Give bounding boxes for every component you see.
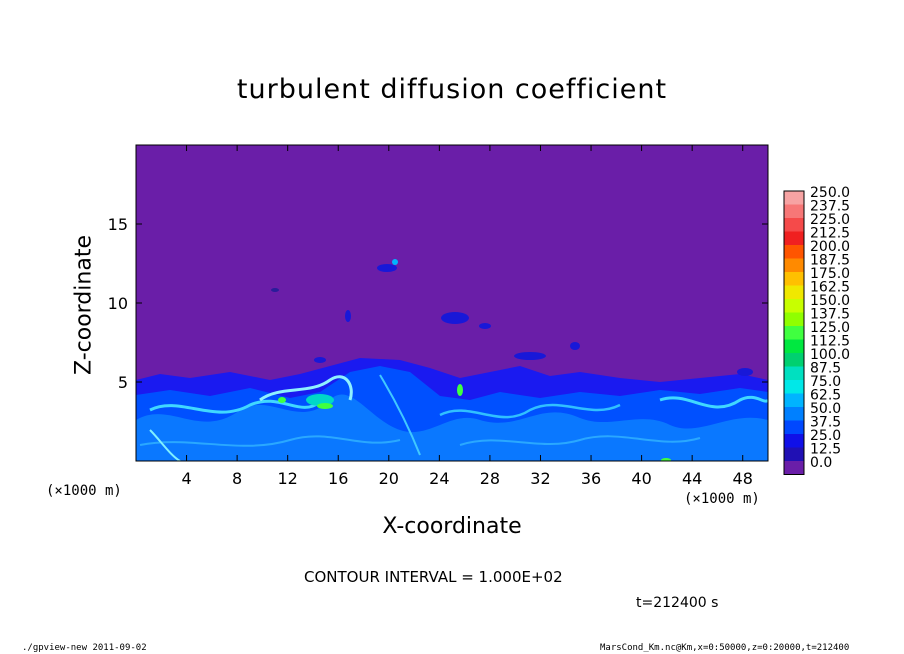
x-tick-label: 24 <box>429 469 449 488</box>
colorbar-label: 125.0 <box>810 320 850 336</box>
colorbar-swatch <box>784 299 804 313</box>
x-tick-label: 40 <box>631 469 651 488</box>
colorbar-label: 150.0 <box>810 293 850 309</box>
colorbar-swatch <box>784 218 804 232</box>
colorbar-label: 37.5 <box>810 415 841 431</box>
colorbar-swatch <box>784 312 804 326</box>
x-tick-label: 48 <box>733 469 753 488</box>
turbulent-field <box>136 259 768 461</box>
x-unit-label-left: (×1000 m) <box>46 483 122 499</box>
colorbar-label: 0.0 <box>810 455 832 471</box>
colorbar-label: 25.0 <box>810 428 841 444</box>
x-axis-ticks: 4 8 12 16 20 24 28 32 36 40 44 48 <box>181 145 753 488</box>
x-tick-label: 36 <box>581 469 601 488</box>
colorbar-swatch <box>784 231 804 245</box>
colorbar-swatch <box>784 353 804 367</box>
colorbar-swatch <box>784 461 804 475</box>
time-label: t=212400 s <box>636 595 719 611</box>
colorbar-swatch <box>784 326 804 340</box>
colorbar-swatch <box>784 258 804 272</box>
colorbar-label: 137.5 <box>810 307 850 323</box>
colorbar-label: 200.0 <box>810 239 850 255</box>
colorbar-label: 100.0 <box>810 347 850 363</box>
colorbar-label: 175.0 <box>810 266 850 282</box>
footer-left-text: ./gpview-new 2011-09-02 <box>22 643 147 653</box>
chart-title: turbulent diffusion coefficient <box>236 74 668 105</box>
colorbar-label: 250.0 <box>810 185 850 201</box>
x-axis-label: X-coordinate <box>382 514 522 539</box>
colorbar-label: 87.5 <box>810 361 841 377</box>
x-tick-label: 44 <box>682 469 702 488</box>
x-tick-label: 12 <box>278 469 298 488</box>
colorbar-swatch <box>784 245 804 259</box>
colorbar-label: 187.5 <box>810 253 850 269</box>
colorbar-swatch <box>784 191 804 205</box>
footer-right-text: MarsCond_Km.nc@Km,x=0:50000,z=0:20000,t=… <box>600 643 850 653</box>
colorbar-label: 225.0 <box>810 212 850 228</box>
colorbar-label: 75.0 <box>810 374 841 390</box>
colorbar-swatch <box>784 285 804 299</box>
colorbar-swatch <box>784 272 804 286</box>
y-axis-ticks: 5 10 15 <box>108 215 768 392</box>
y-tick-label: 10 <box>108 294 128 313</box>
colorbar-label: 62.5 <box>810 388 841 404</box>
x-tick-label: 28 <box>480 469 500 488</box>
colorbar-label: 50.0 <box>810 401 841 417</box>
colorbar-label: 237.5 <box>810 199 850 215</box>
colorbar-label: 12.5 <box>810 442 841 458</box>
colorbar-swatch <box>784 434 804 448</box>
colorbar-swatch <box>784 407 804 421</box>
x-tick-label: 20 <box>379 469 399 488</box>
x-tick-label: 16 <box>328 469 348 488</box>
x-tick-label: 32 <box>530 469 550 488</box>
colorbar-swatch <box>784 393 804 407</box>
y-tick-label: 15 <box>108 215 128 234</box>
colorbar-swatch <box>784 204 804 218</box>
colorbar-label: 112.5 <box>810 334 850 350</box>
x-tick-label: 8 <box>232 469 242 488</box>
y-tick-label: 5 <box>118 373 128 392</box>
colorbar: 250.0237.5225.0212.5200.0187.5175.0162.5… <box>783 185 850 475</box>
colorbar-swatch <box>784 339 804 353</box>
colorbar-swatch <box>784 380 804 394</box>
colorbar-swatch <box>784 447 804 461</box>
colorbar-label: 212.5 <box>810 226 850 242</box>
plot-area <box>135 144 769 462</box>
colorbar-swatch <box>784 420 804 434</box>
contour-interval-text: CONTOUR INTERVAL = 1.000E+02 <box>304 568 563 586</box>
colorbar-label: 162.5 <box>810 280 850 296</box>
colorbar-swatch <box>784 366 804 380</box>
x-unit-label-right: (×1000 m) <box>684 491 760 507</box>
x-tick-label: 4 <box>181 469 191 488</box>
colorbar-frame <box>783 190 805 475</box>
